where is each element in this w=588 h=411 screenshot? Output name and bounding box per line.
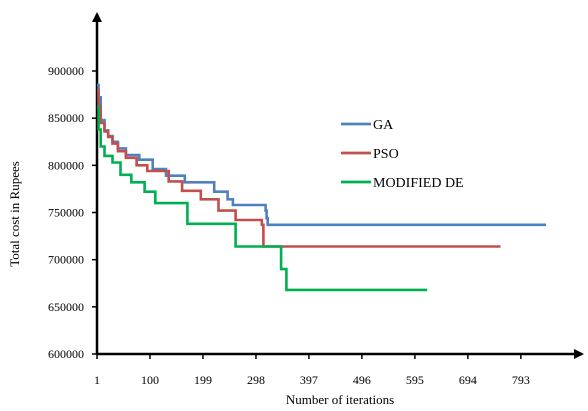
series-line-modified-de bbox=[97, 105, 428, 292]
y-tick-label: 700000 bbox=[48, 253, 84, 267]
y-tick-label: 900000 bbox=[48, 64, 84, 78]
legend-label-modified-de: MODIFIED DE bbox=[373, 176, 464, 191]
x-tick-label: 298 bbox=[247, 373, 265, 387]
x-tick-label: 199 bbox=[194, 373, 212, 387]
y-axis-title: Total cost in Rupees bbox=[7, 161, 22, 267]
y-tick-label: 600000 bbox=[48, 347, 84, 361]
legend: GA PSO MODIFIED DE bbox=[341, 118, 464, 191]
series-line-pso bbox=[97, 88, 501, 248]
legend-label-ga: GA bbox=[373, 118, 394, 133]
x-tick-label: 100 bbox=[141, 373, 159, 387]
x-tick-group: 1 100 199 298 397 496 595 694 793 bbox=[94, 354, 530, 387]
x-axis-title: Number of iterations bbox=[286, 392, 394, 407]
legend-label-pso: PSO bbox=[373, 147, 399, 162]
y-tick-label: 850000 bbox=[48, 111, 84, 125]
series-group bbox=[97, 83, 546, 292]
y-tick-label: 800000 bbox=[48, 158, 84, 172]
y-tick-group: 600000 650000 700000 750000 800000 850000 9000… bbox=[48, 64, 97, 361]
x-tick-label: 496 bbox=[353, 373, 371, 387]
y-tick-label: 750000 bbox=[48, 206, 84, 220]
y-tick-label: 650000 bbox=[48, 300, 84, 314]
x-tick-label: 793 bbox=[512, 373, 530, 387]
x-tick-label: 694 bbox=[459, 373, 477, 387]
x-tick-label: 1 bbox=[94, 373, 100, 387]
x-tick-label: 595 bbox=[406, 373, 424, 387]
x-tick-label: 397 bbox=[300, 373, 318, 387]
